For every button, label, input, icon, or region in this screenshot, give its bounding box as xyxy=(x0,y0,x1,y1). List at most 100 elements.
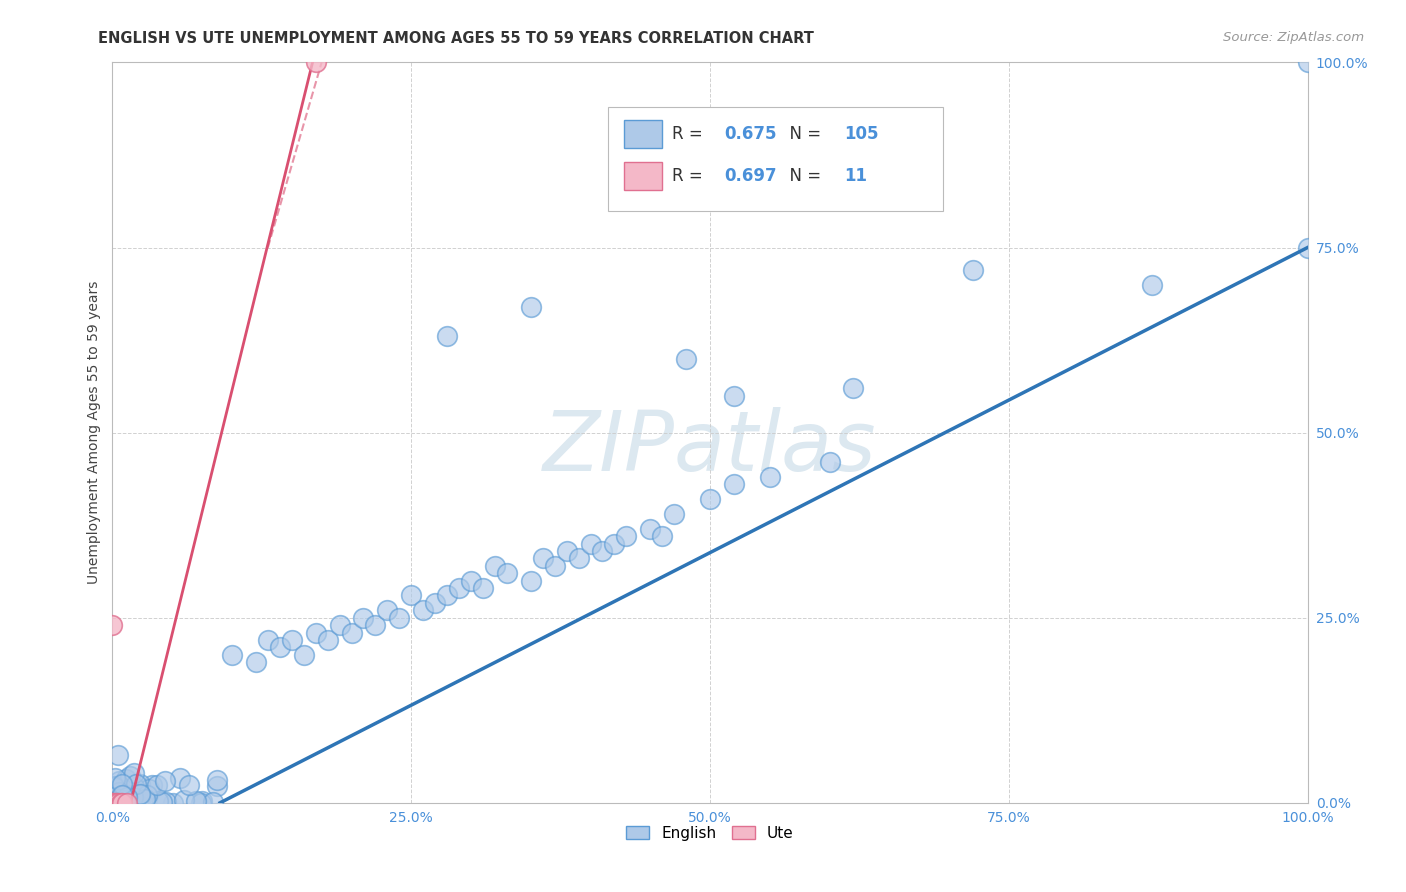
Point xyxy=(107,796,129,810)
Point xyxy=(112,794,135,808)
Point xyxy=(447,581,470,595)
Point xyxy=(110,795,132,809)
Point xyxy=(664,507,686,521)
Point xyxy=(221,648,243,662)
Point xyxy=(269,640,291,655)
Text: N =: N = xyxy=(779,167,827,185)
Point xyxy=(651,529,673,543)
Point xyxy=(555,544,578,558)
Point xyxy=(110,796,132,810)
Point xyxy=(412,603,434,617)
Point xyxy=(191,794,214,808)
Point xyxy=(111,791,134,805)
Point xyxy=(138,782,160,797)
Point xyxy=(125,777,148,791)
Point xyxy=(115,796,138,810)
Point xyxy=(543,558,565,573)
Point xyxy=(388,610,411,624)
Point xyxy=(107,785,129,799)
Point xyxy=(107,788,129,802)
Point xyxy=(105,781,128,796)
Point xyxy=(292,648,315,662)
Point xyxy=(162,796,184,810)
Point xyxy=(205,772,228,787)
Point xyxy=(169,771,191,785)
Point xyxy=(108,790,131,805)
Point xyxy=(103,795,125,809)
Point xyxy=(101,796,124,810)
Point xyxy=(520,300,543,314)
Point xyxy=(128,787,150,801)
Point xyxy=(115,772,138,786)
Point xyxy=(128,795,150,809)
Point xyxy=(305,625,328,640)
Point xyxy=(257,632,280,647)
Point xyxy=(141,778,163,792)
Point xyxy=(1142,277,1164,292)
Point xyxy=(316,632,339,647)
Point xyxy=(122,789,145,804)
Point xyxy=(699,492,721,507)
Point xyxy=(107,794,129,808)
Point xyxy=(155,795,177,809)
Point xyxy=(531,551,554,566)
Point xyxy=(118,769,141,783)
Point xyxy=(520,574,543,588)
Point xyxy=(146,778,169,792)
Point xyxy=(111,784,134,798)
Text: 11: 11 xyxy=(844,167,868,185)
FancyBboxPatch shape xyxy=(624,161,662,190)
Point xyxy=(107,773,129,788)
Point xyxy=(401,589,423,603)
Point xyxy=(120,789,142,803)
Point xyxy=(177,777,200,791)
Point xyxy=(364,618,387,632)
Point xyxy=(122,780,145,794)
Point xyxy=(105,796,128,810)
Text: R =: R = xyxy=(672,125,707,144)
Y-axis label: Unemployment Among Ages 55 to 59 years: Unemployment Among Ages 55 to 59 years xyxy=(87,281,101,584)
Point xyxy=(1296,240,1319,255)
FancyBboxPatch shape xyxy=(624,120,662,148)
Point xyxy=(107,747,129,762)
Point xyxy=(842,381,865,395)
Point xyxy=(496,566,519,581)
Point xyxy=(114,796,136,810)
Point xyxy=(153,773,176,788)
Text: 0.675: 0.675 xyxy=(724,125,778,144)
Point xyxy=(484,558,506,573)
Point xyxy=(118,795,141,809)
Text: R =: R = xyxy=(672,167,707,185)
Point xyxy=(186,793,208,807)
Point xyxy=(101,796,124,810)
Point xyxy=(129,789,152,803)
Point xyxy=(101,781,124,796)
Point xyxy=(640,522,662,536)
Point xyxy=(150,796,173,810)
Point xyxy=(675,351,697,366)
Point xyxy=(111,777,134,791)
Point xyxy=(723,477,745,491)
Point xyxy=(108,781,131,796)
Point xyxy=(128,787,150,801)
Point xyxy=(436,589,458,603)
Point xyxy=(329,618,352,632)
Point xyxy=(592,544,614,558)
Point xyxy=(603,536,626,550)
Point xyxy=(472,581,495,595)
Point xyxy=(205,780,228,794)
Point xyxy=(305,55,328,70)
Point xyxy=(101,796,124,810)
Point xyxy=(173,793,195,807)
Point xyxy=(124,766,146,780)
Point xyxy=(108,791,131,805)
Point xyxy=(148,794,170,808)
Point xyxy=(104,791,127,805)
Point xyxy=(759,470,782,484)
Point xyxy=(616,529,638,543)
Point xyxy=(962,262,984,277)
Point xyxy=(101,618,124,632)
Point xyxy=(460,574,482,588)
Point xyxy=(103,780,125,794)
Point xyxy=(1296,55,1319,70)
